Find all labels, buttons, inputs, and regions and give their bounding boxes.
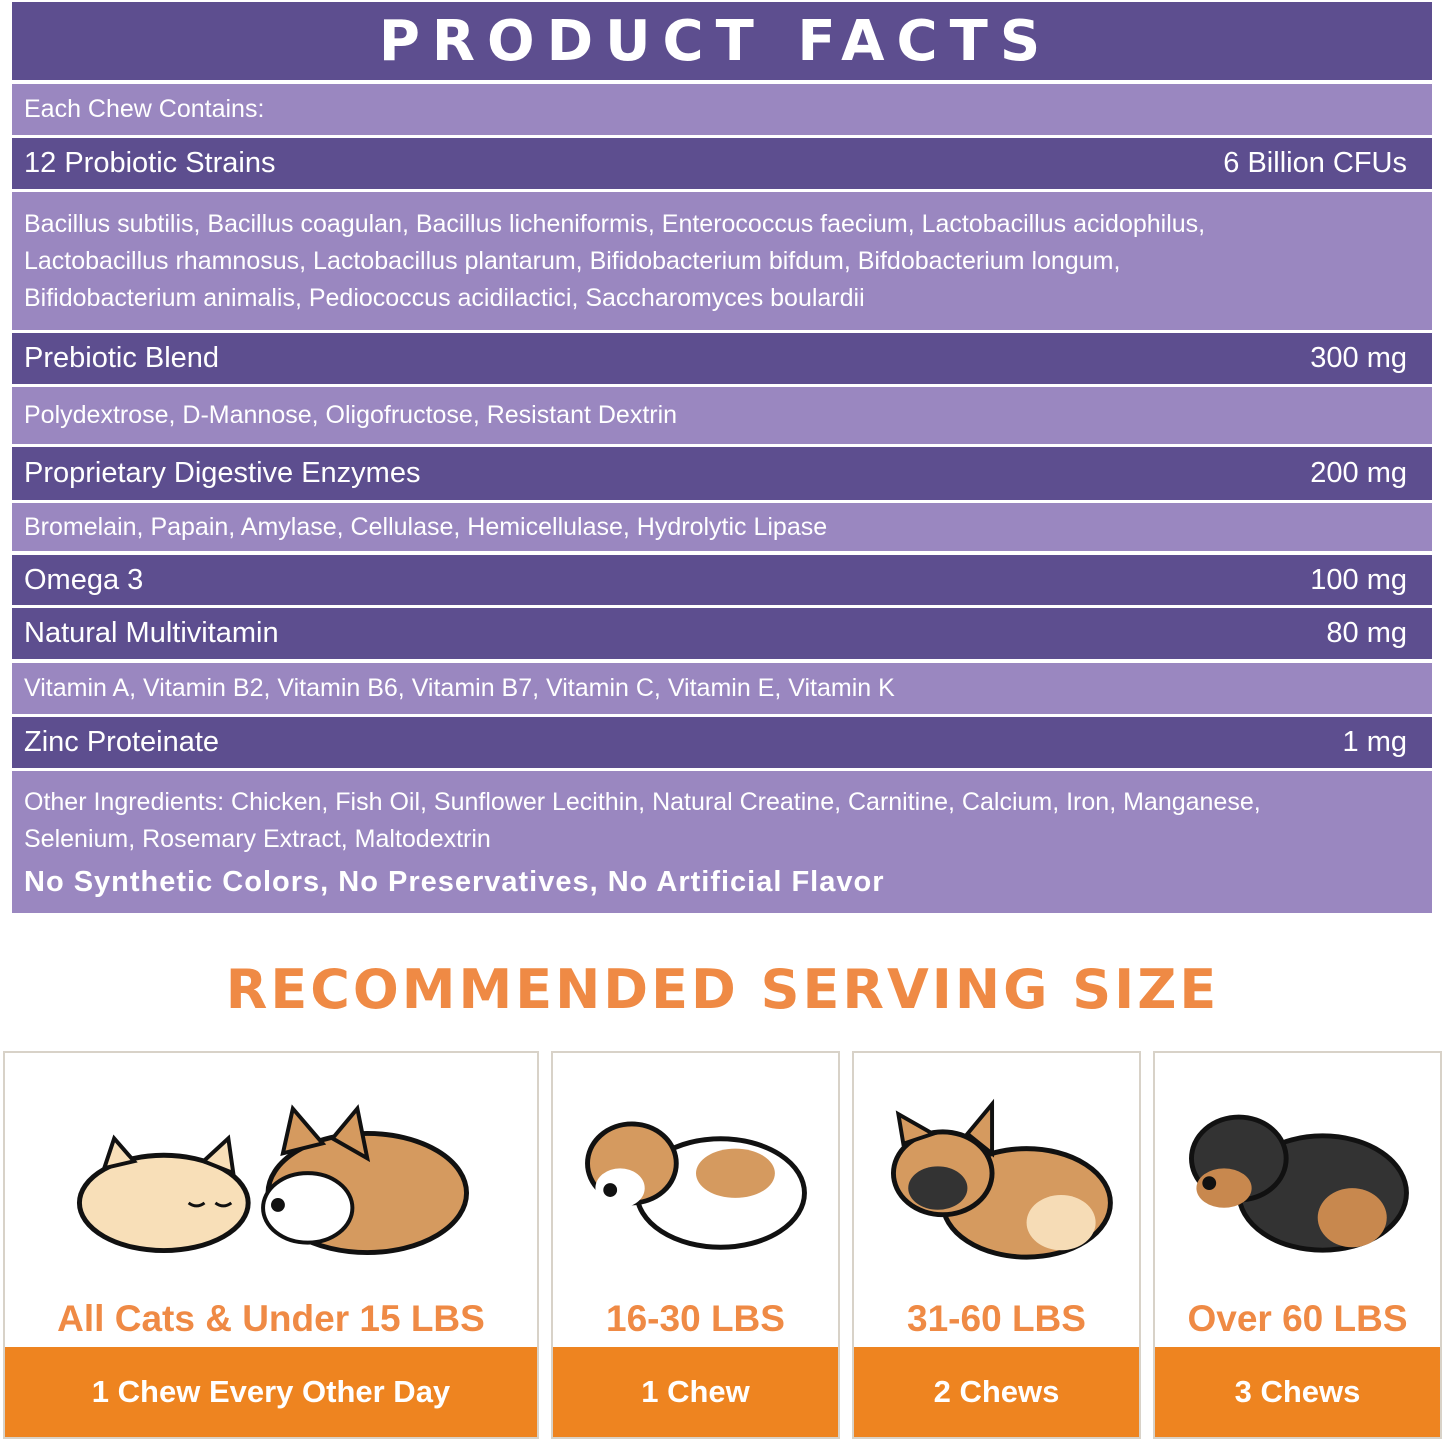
- row-prebiotic: Prebiotic Blend 300 mg: [12, 333, 1432, 384]
- serving-card: All Cats & Under 15 LBS 1 Chew Every Oth…: [3, 1051, 539, 1439]
- weight-label: 16-30 LBS: [606, 1298, 785, 1339]
- serving-card: 16-30 LBS 1 Chew: [551, 1051, 840, 1439]
- serving-card: 31-60 LBS 2 Chews: [852, 1051, 1141, 1439]
- detail-line: Bifidobacterium animalis, Pediococcus ac…: [24, 283, 865, 312]
- beagle-icon: [585, 1121, 807, 1250]
- row-name: Omega 3: [24, 563, 144, 596]
- probiotic-details: Bacillus subtilis, Bacillus coagulan, Ba…: [12, 192, 1432, 330]
- each-chew-text: Each Chew Contains:: [24, 95, 265, 123]
- product-facts-title: PRODUCT FACTS: [12, 2, 1432, 80]
- bulldog-icon: [890, 1098, 1113, 1260]
- row-amount: 100 mg: [1310, 563, 1407, 596]
- dose-label: 1 Chew: [553, 1347, 838, 1437]
- no-additives-note: No Synthetic Colors, No Preservatives, N…: [24, 865, 885, 898]
- detail-line: Other Ingredients: Chicken, Fish Oil, Su…: [24, 787, 1261, 816]
- rottweiler-icon: [1189, 1114, 1409, 1253]
- row-omega3: Omega 3 100 mg: [12, 555, 1432, 605]
- weight-label: 31-60 LBS: [907, 1298, 1086, 1339]
- row-name: Natural Multivitamin: [24, 617, 279, 649]
- detail-line: Bromelain, Papain, Amylase, Cellulase, H…: [24, 512, 828, 541]
- row-name: Zinc Proteinate: [24, 726, 220, 758]
- weight-label: Over 60 LBS: [1187, 1298, 1408, 1339]
- dose-label: 2 Chews: [854, 1347, 1139, 1437]
- row-zinc: Zinc Proteinate 1 mg: [12, 717, 1432, 768]
- detail-line: Vitamin A, Vitamin B2, Vitamin B6, Vitam…: [24, 674, 895, 702]
- row-name: Proprietary Digestive Enzymes: [24, 457, 421, 489]
- dose-label: 1 Chew Every Other Day: [5, 1347, 537, 1437]
- detail-line: Selenium, Rosemary Extract, Maltodextrin: [24, 824, 491, 853]
- prebiotic-details: Polydextrose, D-Mannose, Oligofructose, …: [12, 387, 1432, 444]
- cat-and-corgi-icon: [76, 1104, 470, 1256]
- row-amount: 200 mg: [1310, 457, 1407, 489]
- dose-label: 3 Chews: [1155, 1347, 1440, 1437]
- row-probiotic: 12 Probiotic Strains 6 Billion CFUs: [12, 138, 1432, 189]
- row-amount: 6 Billion CFUs: [1223, 147, 1407, 179]
- enzymes-details: Bromelain, Papain, Amylase, Cellulase, H…: [12, 503, 1432, 551]
- row-name: 12 Probiotic Strains: [24, 147, 276, 179]
- serving-card: Over 60 LBS 3 Chews: [1153, 1051, 1442, 1439]
- weight-label: All Cats & Under 15 LBS: [57, 1298, 485, 1339]
- detail-line: Polydextrose, D-Mannose, Oligofructose, …: [24, 401, 678, 429]
- row-enzymes: Proprietary Digestive Enzymes 200 mg: [12, 447, 1432, 500]
- detail-line: Lactobacillus rhamnosus, Lactobacillus p…: [24, 246, 1121, 275]
- serving-size-title: RECOMMENDED SERVING SIZE: [225, 958, 1220, 1021]
- row-multivitamin: Natural Multivitamin 80 mg: [12, 608, 1432, 659]
- row-amount: 80 mg: [1326, 617, 1407, 649]
- row-name: Prebiotic Blend: [24, 342, 220, 374]
- row-amount: 300 mg: [1310, 342, 1407, 374]
- each-chew-label: Each Chew Contains:: [12, 84, 1432, 135]
- detail-line: Bacillus subtilis, Bacillus coagulan, Ba…: [24, 209, 1206, 238]
- other-ingredients: Other Ingredients: Chicken, Fish Oil, Su…: [12, 771, 1432, 913]
- multivitamin-details: Vitamin A, Vitamin B2, Vitamin B6, Vitam…: [12, 663, 1432, 714]
- row-amount: 1 mg: [1342, 726, 1407, 758]
